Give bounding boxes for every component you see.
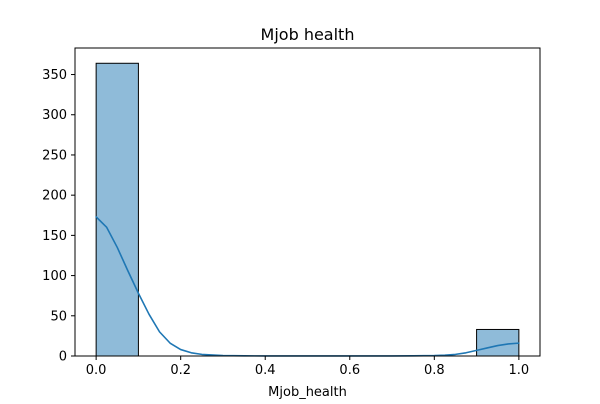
kde-layer [95, 216, 520, 357]
y-tick-label-7: 350 [42, 68, 67, 83]
bars-layer [95, 62, 520, 357]
y-tick-label-1: 50 [50, 309, 67, 324]
y-tick-label-4: 200 [42, 189, 67, 204]
plot-frame [74, 47, 541, 357]
x-axis-ticks: 0.0 0.2 0.4 0.6 0.8 1.0 [86, 356, 529, 378]
kde-curve [95, 216, 520, 357]
y-tick-label-3: 150 [42, 229, 67, 244]
chart-title: Mjob health [261, 25, 355, 44]
y-tick-label-2: 100 [42, 269, 67, 284]
x-tick-label-0: 0.0 [86, 363, 107, 378]
y-tick-label-5: 250 [42, 148, 67, 163]
x-tick-label-3: 0.6 [339, 363, 360, 378]
x-tick-label-2: 0.4 [255, 363, 276, 378]
histogram-bar-0 [95, 62, 139, 357]
y-tick-label-6: 300 [42, 108, 67, 123]
x-tick-label-1: 0.2 [170, 363, 191, 378]
y-tick-label-0: 0 [59, 350, 67, 365]
x-tick-label-4: 0.8 [424, 363, 445, 378]
y-axis-ticks: 0 50 100 150 200 250 300 350 [42, 68, 75, 365]
histogram-bar-9 [476, 328, 520, 357]
x-tick-label-5: 1.0 [509, 363, 530, 378]
x-axis-title: Mjob_health [268, 385, 347, 400]
